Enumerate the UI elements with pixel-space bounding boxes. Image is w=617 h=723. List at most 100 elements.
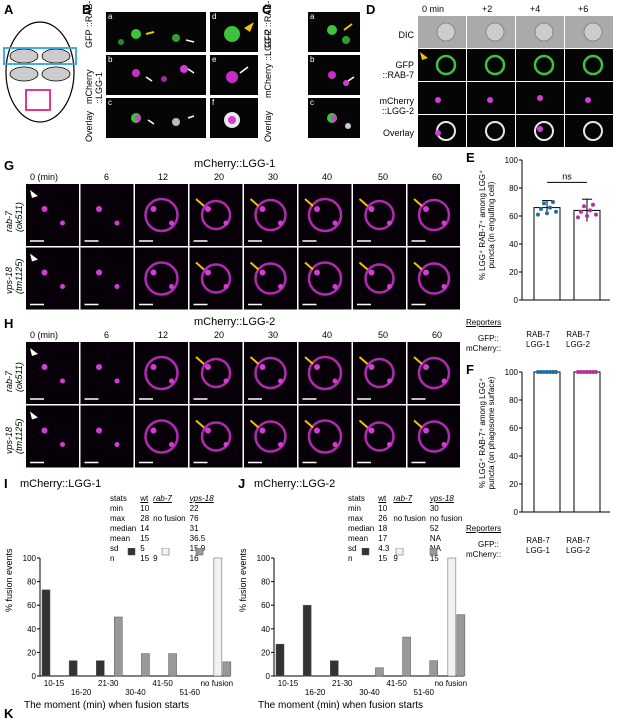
stats-cell: sd xyxy=(348,544,357,553)
j-ytick-label: 20 xyxy=(261,648,270,657)
h-puncta xyxy=(150,364,157,370)
j-xlabel: The moment (min) when fusion starts xyxy=(258,700,424,711)
g-frame-0-2 xyxy=(135,184,188,246)
h-puncta xyxy=(41,427,48,434)
stats-header: vps-18 xyxy=(429,494,454,503)
f-dot xyxy=(594,370,598,374)
b-e-image xyxy=(210,55,258,95)
g-puncta xyxy=(441,220,447,226)
g-frame-1-5 xyxy=(298,247,352,310)
h-frame-0-7 xyxy=(407,342,460,404)
f-mcherry-label: mCherry:: xyxy=(466,550,502,559)
h-puncta xyxy=(169,378,174,384)
h-puncta xyxy=(259,364,266,370)
g-arrow xyxy=(304,261,314,271)
h-row-rab7: rab-7 (ok511) xyxy=(4,362,24,392)
c-sub-a: a xyxy=(310,12,315,21)
h-frame-0-3 xyxy=(189,342,243,404)
panel-label-k: K xyxy=(4,706,14,721)
b-sub-f: f xyxy=(212,98,215,107)
b-a-image xyxy=(106,12,206,52)
g-puncta xyxy=(60,220,65,226)
g-frame-1-2 xyxy=(135,247,188,310)
i-bar-vps-18 xyxy=(114,616,123,677)
e-dot xyxy=(576,215,580,220)
stats-cell: median xyxy=(348,524,375,533)
h-time-6: 50 xyxy=(378,330,389,340)
h-time-1: 6 xyxy=(104,330,110,340)
f-dot xyxy=(539,370,543,374)
stats-cell: NA xyxy=(429,534,441,543)
g-puncta xyxy=(332,220,338,226)
i-ytick-label: 20 xyxy=(27,648,36,657)
g-phagosome-ring xyxy=(307,261,343,296)
b-row-label-gfp: GFP ::RAB-7 xyxy=(84,0,94,48)
h-time-3: 20 xyxy=(214,330,225,340)
g-time-3: 20 xyxy=(214,172,225,182)
h-phagosome-ring xyxy=(417,420,451,453)
i-bar-vps-18 xyxy=(168,653,177,677)
h-timelapse-grid xyxy=(26,342,460,468)
g-time-5: 40 xyxy=(322,172,333,182)
g-puncta xyxy=(259,269,266,276)
g-row-rab7: rab-7 (ok511) xyxy=(4,202,24,232)
h-phagosome-ring xyxy=(364,421,395,452)
g-phagosome-ring xyxy=(254,198,287,232)
stats-cell xyxy=(153,504,189,514)
j-ytick-label: 80 xyxy=(261,578,270,587)
i-legend-swatch-rab-7 xyxy=(161,548,170,556)
embryo-diagram xyxy=(3,21,77,123)
b-sub-a: a xyxy=(108,12,113,21)
stats-cell: min xyxy=(110,504,123,513)
g-phagosome-ring xyxy=(144,261,179,296)
g-puncta xyxy=(387,284,392,289)
h-puncta xyxy=(332,378,338,384)
j-bar-rab-7 xyxy=(447,557,457,677)
h-puncta xyxy=(441,442,447,447)
i-stats-table: stats wt rab-7 vps-18 min 10 22 max 28 no fusion 7… xyxy=(110,494,218,564)
g-phagosome-ring xyxy=(307,197,343,233)
g-puncta xyxy=(223,284,229,289)
stats-cell: median xyxy=(110,524,137,533)
j-legend-swatch-rab-7 xyxy=(395,548,404,556)
stats-cell xyxy=(393,534,429,544)
j-xtick-label: 16-20 xyxy=(305,688,326,697)
e-chart: 0 20 40 60 80 100 ns xyxy=(505,156,610,305)
stats-header: stats xyxy=(110,494,127,503)
g-puncta xyxy=(423,206,429,212)
d-row-overlay: Overlay xyxy=(382,128,414,138)
g-puncta xyxy=(441,284,447,289)
stats-cell: no fusion xyxy=(153,514,186,523)
c-row-label-overlay: Overlay xyxy=(263,110,273,142)
h-puncta xyxy=(441,378,447,384)
e-reporters-label: Reporters xyxy=(466,318,502,327)
g-phagosome-ring xyxy=(364,263,395,294)
g-timelapse-grid xyxy=(26,184,460,310)
j-ytick-label: 100 xyxy=(257,554,271,563)
j-bar-vps-18 xyxy=(402,636,411,677)
g-puncta xyxy=(423,269,429,276)
d-time-2: +2 xyxy=(482,4,493,14)
panel-label-c: C xyxy=(262,2,272,17)
g-arrow xyxy=(358,198,369,207)
stats-cell: 4.3 xyxy=(378,544,390,553)
d-time-4: +4 xyxy=(530,4,541,14)
stats-cell xyxy=(153,534,189,544)
h-row-vps18: vps-18 (tm1125) xyxy=(4,418,24,454)
h-puncta xyxy=(169,442,174,447)
stats-cell: 15 xyxy=(429,554,439,563)
h-puncta xyxy=(314,427,320,434)
h-phagosome-ring xyxy=(254,420,287,453)
i-xtick-label: 21-30 xyxy=(98,679,119,688)
e-col-2: RAB-7 LGG-2 xyxy=(566,330,591,349)
c-sub-b: b xyxy=(310,55,315,64)
i-bar-wt xyxy=(96,660,105,677)
h-time-5: 40 xyxy=(322,330,333,340)
g-puncta xyxy=(96,269,102,276)
h-frame-1-5 xyxy=(298,405,352,468)
g-puncta xyxy=(278,284,283,289)
j-stats-table: stats wt rab-7 vps-18 min 10 30 max 26 no fusion n… xyxy=(348,494,466,564)
f-reporters-label: Reporters xyxy=(466,524,502,533)
g-puncta xyxy=(114,220,120,226)
j-chart: 0 20 40 60 80 100 10-15 16-20 21-30 30-40 41-50 51-… xyxy=(257,548,467,697)
